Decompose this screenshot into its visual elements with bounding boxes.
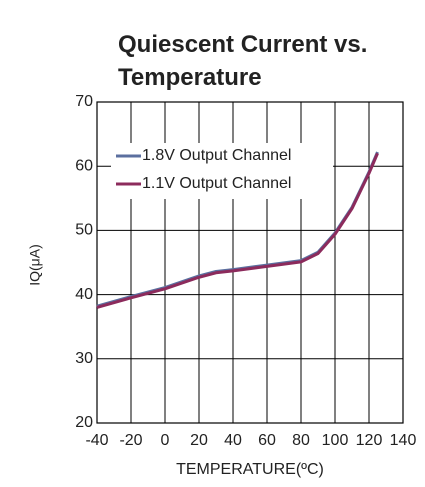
- x-tick-label: 120: [356, 432, 383, 449]
- x-tick-label: -40: [85, 432, 108, 449]
- y-tick-label: 50: [75, 222, 93, 239]
- x-tick-label: 80: [292, 432, 310, 449]
- legend-label: 1.1V Output Channel: [142, 175, 291, 192]
- y-tick-label: 60: [75, 157, 93, 174]
- x-tick-label: 60: [258, 432, 276, 449]
- y-tick-label: 20: [75, 414, 93, 431]
- chart-title: Quiescent Current vs. Temperature: [118, 31, 368, 91]
- y-tick-label: 30: [75, 350, 93, 367]
- x-axis-label: TEMPERATURE(ºC): [176, 461, 324, 478]
- data-line: [96, 152, 379, 309]
- x-tick-label: 20: [190, 432, 208, 449]
- y-axis-label: IQ(μA): [27, 244, 43, 286]
- x-tick-label: -20: [119, 432, 142, 449]
- x-tick-label: 140: [390, 432, 417, 449]
- legend-box: [111, 143, 333, 199]
- y-tick-label: 70: [75, 93, 93, 110]
- x-tick-label: 100: [322, 432, 349, 449]
- x-tick-label: 0: [161, 432, 170, 449]
- legend-label: 1.8V Output Channel: [142, 147, 291, 164]
- plot-frame: [96, 101, 404, 424]
- x-tick-label: 40: [224, 432, 242, 449]
- y-tick-label: 40: [75, 286, 93, 303]
